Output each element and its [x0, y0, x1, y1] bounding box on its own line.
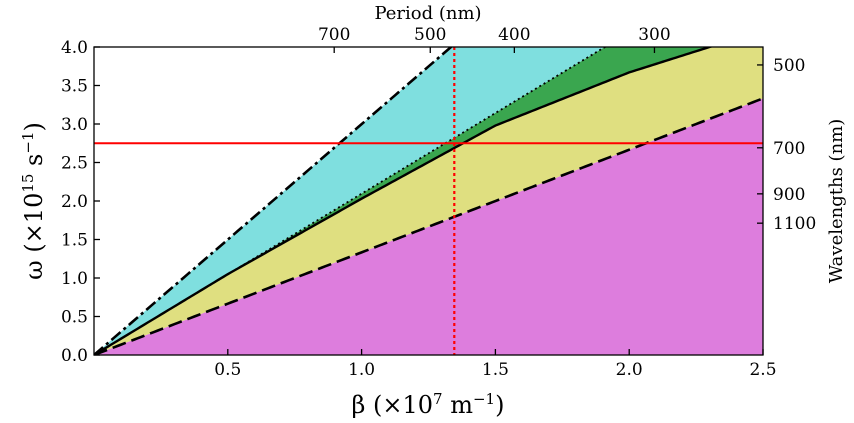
ticks-layer: 0.5 1.0 1.5 2.0 2.5 0.0 0.5 1.0 1.5 2.0 2.5 3.0 3.5 4… — [61, 25, 816, 380]
y-tick-label: 2.5 — [61, 154, 88, 174]
x-tick-label: 2.5 — [749, 360, 776, 380]
regions-layer — [94, 47, 763, 355]
right-tick-label: 900 — [773, 185, 805, 205]
right-tick-label: 1100 — [773, 214, 816, 234]
x-tick-label: 2.0 — [616, 360, 643, 380]
x-tick-label: 1.5 — [482, 360, 509, 380]
y-tick-label: 1.0 — [61, 269, 88, 289]
y-axis-label: ω (×1015 s−1) — [19, 122, 48, 280]
right-tick-label: 500 — [773, 56, 805, 76]
y-tick-label: 3.5 — [61, 77, 88, 97]
top-tick-label: 400 — [498, 25, 530, 45]
y-tick-label: 2.0 — [61, 192, 88, 212]
y-tick-label: 4.0 — [61, 38, 88, 58]
top-axis-label: Period (nm) — [374, 3, 481, 24]
curves-layer — [94, 47, 763, 355]
y-tick-label: 1.5 — [61, 231, 88, 251]
mode-curve — [94, 47, 714, 355]
y-tick-label: 0.5 — [61, 308, 88, 328]
markers-layer — [94, 47, 763, 355]
top-tick-label: 700 — [318, 25, 350, 45]
right-tick-label: 700 — [773, 139, 805, 159]
y-tick-label: 3.0 — [61, 115, 88, 135]
region-mode-band — [94, 47, 763, 355]
y-tick-label: 0.0 — [61, 346, 88, 366]
x-tick-label: 1.0 — [348, 360, 375, 380]
top-tick-label: 500 — [414, 25, 446, 45]
top-tick-label: 300 — [638, 25, 670, 45]
light-line-air — [94, 47, 454, 355]
x-axis-label: β (×107 m−1) — [352, 390, 505, 419]
x-tick-label: 0.5 — [214, 360, 241, 380]
right-axis-label: Wavelengths (nm) — [826, 119, 847, 284]
